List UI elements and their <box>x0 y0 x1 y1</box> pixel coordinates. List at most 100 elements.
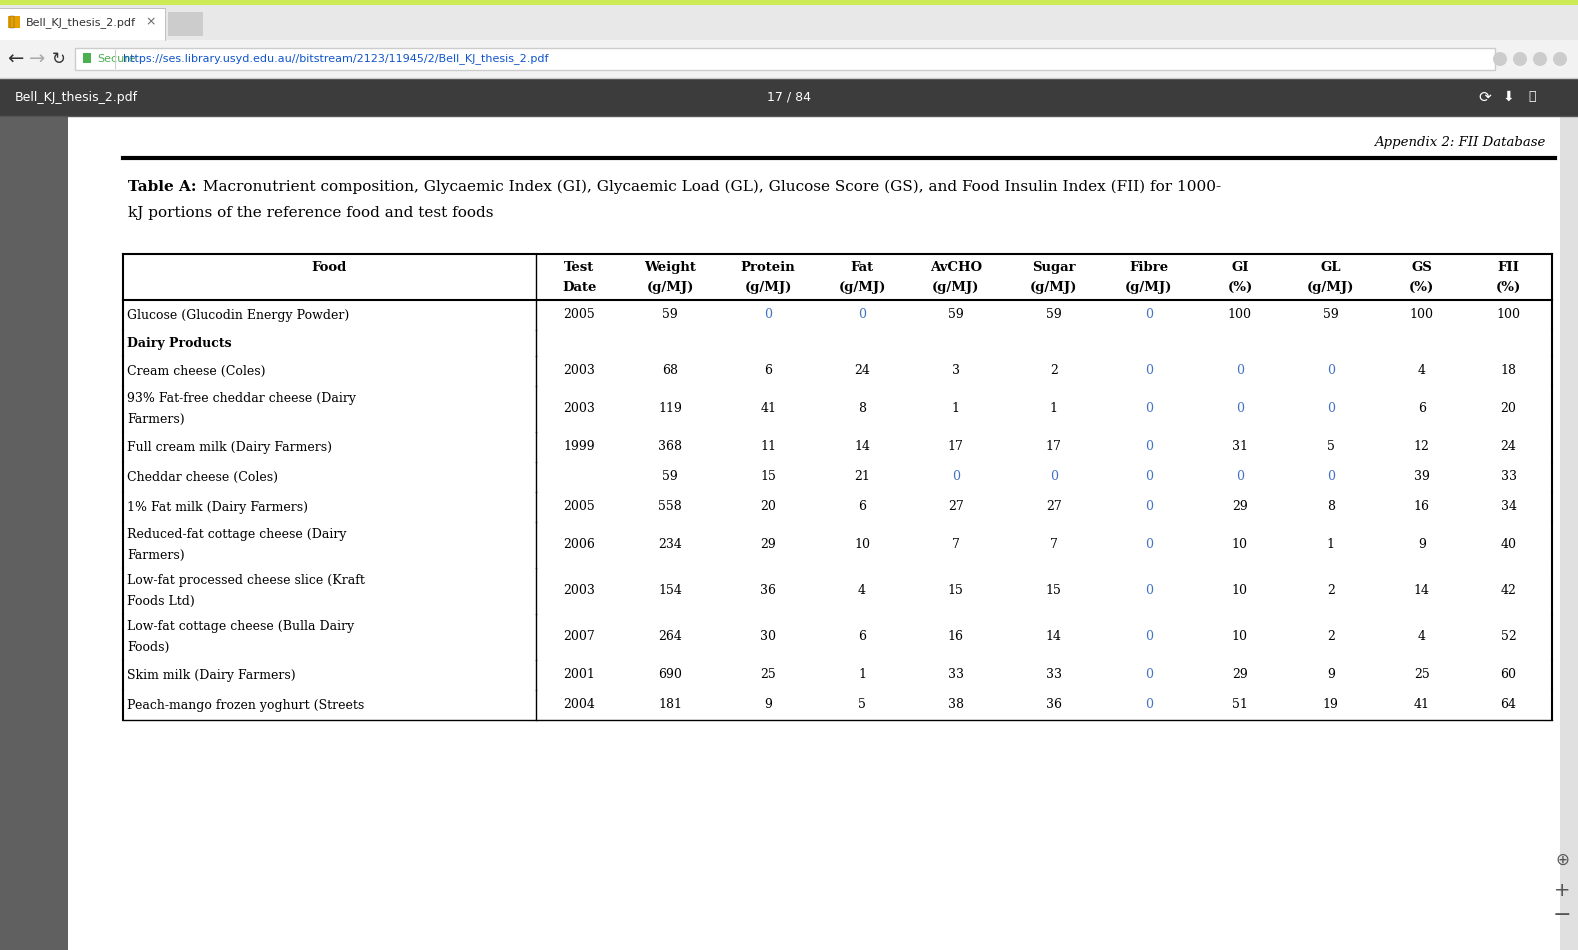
Text: 27: 27 <box>948 501 964 514</box>
Text: ↻: ↻ <box>52 50 66 68</box>
Text: +: + <box>1554 881 1570 900</box>
Text: 100: 100 <box>1409 309 1434 321</box>
Text: 2003: 2003 <box>563 365 595 377</box>
Text: 51: 51 <box>1232 698 1248 712</box>
Text: 15: 15 <box>1046 584 1062 598</box>
Text: 558: 558 <box>658 501 682 514</box>
Text: Glucose (Glucodin Energy Powder): Glucose (Glucodin Energy Powder) <box>126 309 349 321</box>
Text: Farmers): Farmers) <box>126 548 185 561</box>
Text: 2003: 2003 <box>563 584 595 598</box>
Text: 34: 34 <box>1501 501 1516 514</box>
Text: Peach-mango frozen yoghurt (Streets: Peach-mango frozen yoghurt (Streets <box>126 698 365 712</box>
Text: 59: 59 <box>948 309 964 321</box>
Text: 9: 9 <box>1419 539 1427 552</box>
Text: 25: 25 <box>761 669 776 681</box>
Text: 14: 14 <box>1414 584 1430 598</box>
Text: Date: Date <box>562 280 596 294</box>
Text: 234: 234 <box>658 539 682 552</box>
Text: 4: 4 <box>1419 631 1427 643</box>
Text: 2005: 2005 <box>563 501 595 514</box>
Text: 0: 0 <box>1146 539 1154 552</box>
Bar <box>0 5 1578 40</box>
Text: 1% Fat milk (Dairy Farmers): 1% Fat milk (Dairy Farmers) <box>126 501 308 514</box>
Circle shape <box>1493 52 1507 66</box>
Text: Foods): Foods) <box>126 640 169 654</box>
Text: 0: 0 <box>1146 403 1154 415</box>
Text: 59: 59 <box>663 470 679 484</box>
Bar <box>84 53 92 63</box>
Text: 2: 2 <box>1327 584 1335 598</box>
Text: 5: 5 <box>1327 441 1335 453</box>
Text: 2001: 2001 <box>563 669 595 681</box>
Text: (g/MJ): (g/MJ) <box>1307 280 1354 294</box>
Text: ⊕: ⊕ <box>1554 851 1569 869</box>
Text: 33: 33 <box>948 669 964 681</box>
Text: Macronutrient composition, Glycaemic Index (GI), Glycaemic Load (GL), Glucose Sc: Macronutrient composition, Glycaemic Ind… <box>197 180 1221 195</box>
Text: 68: 68 <box>663 365 679 377</box>
Text: Food: Food <box>312 261 347 275</box>
Text: Cheddar cheese (Coles): Cheddar cheese (Coles) <box>126 470 278 484</box>
Text: 119: 119 <box>658 403 682 415</box>
Text: 38: 38 <box>948 698 964 712</box>
Text: 5: 5 <box>858 698 866 712</box>
Text: 10: 10 <box>1232 584 1248 598</box>
Text: −: − <box>1553 905 1572 925</box>
Text: 7: 7 <box>952 539 959 552</box>
Text: GI: GI <box>1231 261 1248 275</box>
Text: 1999: 1999 <box>563 441 595 453</box>
Text: Low-fat cottage cheese (Bulla Dairy: Low-fat cottage cheese (Bulla Dairy <box>126 620 353 634</box>
Text: 41: 41 <box>1414 698 1430 712</box>
Text: 2005: 2005 <box>563 309 595 321</box>
Text: 9: 9 <box>764 698 772 712</box>
Text: ←: ← <box>6 49 24 68</box>
Text: 0: 0 <box>1146 309 1154 321</box>
Text: 100: 100 <box>1496 309 1521 321</box>
Text: 0: 0 <box>1146 365 1154 377</box>
Text: Low-fat processed cheese slice (Kraft: Low-fat processed cheese slice (Kraft <box>126 575 365 587</box>
Text: (%): (%) <box>1496 280 1521 294</box>
Text: 6: 6 <box>1419 403 1427 415</box>
Text: 181: 181 <box>658 698 682 712</box>
Text: 14: 14 <box>854 441 869 453</box>
Text: 4: 4 <box>1419 365 1427 377</box>
Text: 🖨: 🖨 <box>1528 90 1535 104</box>
Text: Reduced-fat cottage cheese (Dairy: Reduced-fat cottage cheese (Dairy <box>126 528 347 542</box>
Text: 18: 18 <box>1501 365 1516 377</box>
Bar <box>0 116 1578 950</box>
Text: 59: 59 <box>663 309 679 321</box>
Text: (g/MJ): (g/MJ) <box>933 280 980 294</box>
Text: 0: 0 <box>1146 698 1154 712</box>
Text: 24: 24 <box>854 365 869 377</box>
Text: 0: 0 <box>1146 470 1154 484</box>
Text: 7: 7 <box>1049 539 1057 552</box>
Text: Foods Ltd): Foods Ltd) <box>126 595 194 608</box>
Text: ⬇: ⬇ <box>1502 90 1515 104</box>
Text: 6: 6 <box>858 501 866 514</box>
Text: 20: 20 <box>1501 403 1516 415</box>
Text: 93% Fat-free cheddar cheese (Dairy: 93% Fat-free cheddar cheese (Dairy <box>126 392 357 406</box>
Text: GS: GS <box>1411 261 1433 275</box>
Text: Sugar: Sugar <box>1032 261 1076 275</box>
Text: FII: FII <box>1498 261 1520 275</box>
Bar <box>68 116 1561 950</box>
Text: 2003: 2003 <box>563 403 595 415</box>
Text: →: → <box>28 49 46 68</box>
Text: Dairy Products: Dairy Products <box>126 336 232 350</box>
Text: 15: 15 <box>761 470 776 484</box>
Text: Bell_KJ_thesis_2.pdf: Bell_KJ_thesis_2.pdf <box>25 17 136 28</box>
Text: (g/MJ): (g/MJ) <box>1030 280 1078 294</box>
Text: 24: 24 <box>1501 441 1516 453</box>
Text: ×: × <box>145 15 156 28</box>
Text: Protein: Protein <box>740 261 795 275</box>
Text: 10: 10 <box>854 539 869 552</box>
Text: 3: 3 <box>952 365 959 377</box>
Bar <box>9 16 14 28</box>
Text: 0: 0 <box>1146 669 1154 681</box>
Text: 1: 1 <box>858 669 866 681</box>
Text: 2007: 2007 <box>563 631 595 643</box>
Text: 12: 12 <box>1414 441 1430 453</box>
Text: 8: 8 <box>1327 501 1335 514</box>
Text: Test: Test <box>565 261 595 275</box>
Text: Full cream milk (Dairy Farmers): Full cream milk (Dairy Farmers) <box>126 441 331 453</box>
Text: GL: GL <box>1321 261 1341 275</box>
